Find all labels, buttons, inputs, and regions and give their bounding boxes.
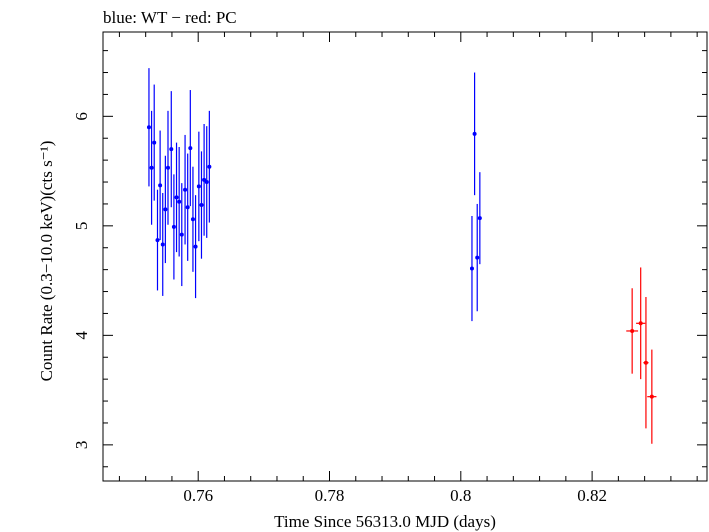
x-tick-label: 0.82 bbox=[577, 486, 607, 505]
data-marker bbox=[638, 321, 643, 326]
data-marker bbox=[174, 195, 179, 200]
data-point-wt bbox=[196, 131, 201, 242]
data-point-wt bbox=[199, 151, 204, 259]
data-point-wt bbox=[160, 192, 165, 296]
data-marker bbox=[630, 328, 635, 333]
plot-area-border bbox=[102, 31, 708, 482]
x-tick-label: 0.78 bbox=[315, 486, 345, 505]
data-point-wt bbox=[188, 90, 193, 207]
data-marker bbox=[199, 203, 204, 208]
data-marker bbox=[158, 183, 163, 188]
data-marker bbox=[171, 224, 176, 229]
data-marker bbox=[155, 238, 160, 243]
data-point-wt bbox=[202, 123, 207, 236]
plot-frame bbox=[102, 31, 708, 482]
data-series bbox=[146, 68, 657, 444]
data-marker bbox=[196, 184, 201, 189]
data-point-wt bbox=[174, 142, 179, 253]
data-marker bbox=[193, 244, 198, 249]
y-axis-label: Count Rate (0.3−10.0 keV)(cts s⁻¹) bbox=[37, 141, 56, 382]
y-tick-label: 3 bbox=[72, 441, 91, 450]
x-tick-label: 0.76 bbox=[183, 486, 213, 505]
y-tick-label: 4 bbox=[72, 331, 91, 340]
data-marker bbox=[179, 232, 184, 237]
data-point-wt bbox=[158, 130, 163, 241]
data-point-wt bbox=[204, 126, 209, 238]
series-pc bbox=[626, 267, 657, 444]
data-marker bbox=[152, 140, 157, 145]
data-marker bbox=[160, 242, 165, 247]
data-marker bbox=[149, 165, 154, 170]
data-point-pc bbox=[647, 349, 657, 444]
data-point-wt bbox=[207, 110, 212, 223]
data-point-wt bbox=[469, 215, 474, 322]
data-point-wt bbox=[149, 110, 154, 225]
series-wt bbox=[146, 68, 482, 322]
data-marker bbox=[146, 125, 151, 130]
data-marker bbox=[185, 205, 190, 210]
data-point-wt bbox=[183, 134, 188, 245]
data-point-wt bbox=[169, 91, 174, 208]
data-point-wt bbox=[477, 172, 482, 265]
data-marker bbox=[190, 217, 195, 222]
data-point-wt bbox=[165, 110, 170, 225]
data-marker bbox=[188, 146, 193, 151]
data-point-wt bbox=[146, 68, 151, 187]
data-marker bbox=[649, 394, 654, 399]
y-tick-label: 6 bbox=[72, 112, 91, 121]
data-point-wt bbox=[155, 189, 160, 291]
x-axis-tick-labels: 0.76 0.78 0.8 0.82 bbox=[183, 486, 607, 505]
data-point-wt bbox=[190, 166, 195, 272]
data-marker bbox=[204, 180, 209, 185]
data-point-pc bbox=[626, 288, 639, 374]
data-point-pc bbox=[636, 267, 646, 380]
data-marker bbox=[165, 165, 170, 170]
data-point-wt bbox=[475, 203, 480, 312]
data-point-wt bbox=[179, 183, 184, 287]
x-axis-ticks bbox=[118, 32, 698, 481]
y-axis-ticks bbox=[103, 50, 707, 468]
data-marker bbox=[163, 207, 168, 212]
data-point-wt bbox=[185, 153, 190, 261]
data-point-wt bbox=[152, 84, 157, 201]
data-point-pc bbox=[643, 297, 649, 429]
data-marker bbox=[477, 216, 482, 221]
y-axis-tick-labels: 3 4 5 6 bbox=[72, 112, 91, 449]
data-marker bbox=[202, 177, 207, 182]
data-marker bbox=[475, 255, 480, 260]
chart-title: blue: WT − red: PC bbox=[103, 8, 237, 27]
data-point-wt bbox=[171, 174, 176, 280]
data-marker bbox=[207, 164, 212, 169]
data-marker bbox=[469, 266, 474, 271]
data-marker bbox=[183, 187, 188, 192]
data-point-wt bbox=[193, 195, 198, 299]
data-point-wt bbox=[472, 72, 477, 196]
data-marker bbox=[177, 199, 182, 204]
data-point-wt bbox=[163, 155, 168, 264]
data-marker bbox=[169, 147, 174, 152]
data-marker bbox=[643, 360, 648, 365]
y-tick-label: 5 bbox=[72, 222, 91, 231]
x-tick-label: 0.8 bbox=[450, 486, 471, 505]
data-point-wt bbox=[177, 146, 182, 257]
data-marker bbox=[472, 131, 477, 136]
x-axis-label: Time Since 56313.0 MJD (days) bbox=[274, 512, 496, 531]
